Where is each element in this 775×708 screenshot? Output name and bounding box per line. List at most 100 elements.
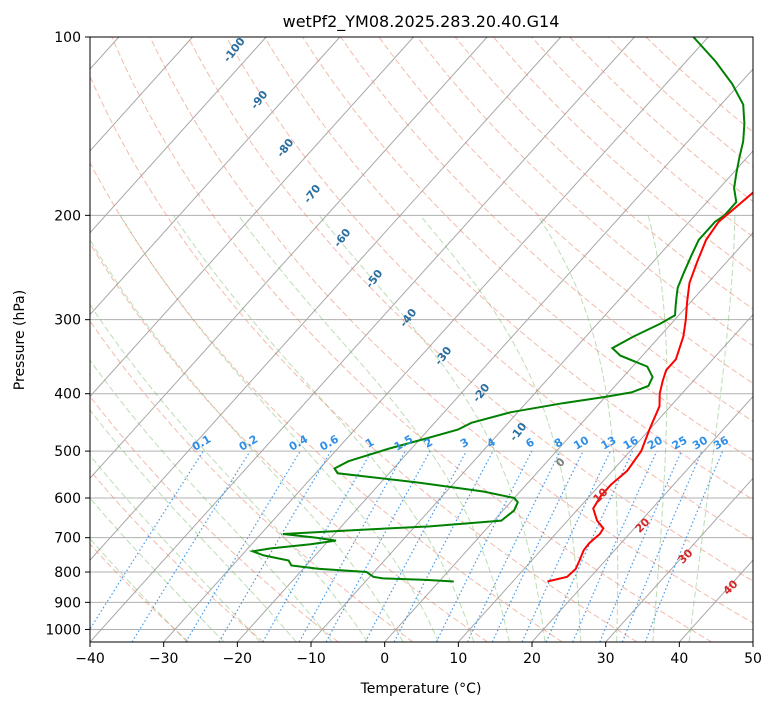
moist-adiabat-line <box>119 215 439 642</box>
moist-adiabat-label: 30 <box>676 546 696 566</box>
isotherm-line <box>384 231 753 642</box>
moist-adiabat-line <box>172 215 475 642</box>
moist-adiabat-line <box>688 215 736 642</box>
mixing-ratio-label: 20 <box>645 433 665 452</box>
y-axis-title: Pressure (hPa) <box>12 290 28 390</box>
mixing-ratio-label: 6 <box>523 435 536 450</box>
dry-adiabat-label: -20 <box>470 381 493 405</box>
mixing-ratio-line <box>131 450 251 642</box>
isotherm-line <box>678 559 753 642</box>
isotherm-line <box>90 37 562 561</box>
isotherm-line <box>90 37 635 642</box>
x-tick-label: −40 <box>75 651 105 667</box>
mixing-ratio-label: 10 <box>571 433 591 452</box>
dry-adiabat-line <box>90 469 264 642</box>
mixing-ratio-line <box>325 450 431 642</box>
mixing-ratio-label: 0.1 <box>190 433 213 454</box>
dry-adiabat-label: -80 <box>274 136 297 160</box>
dry-adiabat-line <box>90 161 563 642</box>
x-axis-ticks: −40 −30 −20 −10 0 10 20 30 40 50 <box>75 642 762 667</box>
x-tick-label: −10 <box>296 651 326 667</box>
dry-adiabat-line <box>90 75 638 642</box>
mixing-ratio-label: 2 <box>422 436 435 451</box>
y-tick-label: 700 <box>54 531 81 547</box>
mixing-ratio-line <box>545 450 634 642</box>
y-axis-ticks: 100 200 300 400 500 600 700 800 900 1000 <box>45 30 90 638</box>
mixing-ratio-line <box>90 450 204 631</box>
dewpoint-line <box>248 37 746 583</box>
moist-adiabat-label: 40 <box>721 577 741 597</box>
dry-adiabat-line <box>531 37 753 238</box>
isotherm-line <box>90 37 488 480</box>
dry-adiabat-line <box>645 37 753 133</box>
dry-adiabat-line <box>607 37 753 168</box>
mixing-ratio-label: 0.2 <box>237 433 260 454</box>
x-tick-label: 30 <box>597 651 615 667</box>
isotherm-line <box>531 395 753 642</box>
dry-adiabats <box>90 37 753 642</box>
dry-adiabat-line <box>149 37 753 624</box>
dry-adiabat-line <box>90 320 414 642</box>
dry-adiabat-line <box>90 543 190 642</box>
adiabat-labels: 0.1 0.2 0.4 0.6 1 1.5 2 3 4 6 8 10 13 16 20 25 30 36-100-… <box>190 35 741 598</box>
dry-adiabat-label: -60 <box>331 226 354 250</box>
y-tick-label: 500 <box>54 444 81 460</box>
dry-adiabat-label: -70 <box>301 182 324 206</box>
mixing-ratio-line <box>491 450 584 642</box>
x-tick-label: 40 <box>670 651 688 667</box>
isotherm-line <box>605 477 753 642</box>
moist-adiabat-label: 0 <box>553 455 568 470</box>
dry-adiabat-label: -40 <box>397 306 420 330</box>
dry-adiabat-line <box>90 395 339 642</box>
dry-adiabat-label: -100 <box>221 35 248 65</box>
isotherm-line <box>236 68 753 642</box>
plot-frame <box>89 36 754 643</box>
dry-adiabat-line <box>225 37 753 541</box>
dry-adiabat-line <box>493 37 753 274</box>
mixing-ratio-label: 0.4 <box>287 432 311 453</box>
y-tick-label: 100 <box>54 30 81 46</box>
moist-adiabat-line <box>90 238 404 642</box>
isotherm-line <box>163 37 709 642</box>
mixing-ratio-line <box>466 450 561 642</box>
moist-adiabat-line <box>647 215 668 642</box>
x-tick-label: 20 <box>523 651 541 667</box>
mixing-ratio-label: 30 <box>690 433 710 452</box>
isotherm-line <box>90 37 267 234</box>
moist-adiabat-line <box>237 215 510 642</box>
moist-adiabat-line <box>90 359 333 642</box>
moist-adiabat-line <box>90 497 225 642</box>
grid-layer <box>90 37 753 642</box>
mixing-ratio-line <box>262 450 373 642</box>
x-tick-label: 50 <box>744 651 762 667</box>
dry-adiabat-label: -90 <box>248 88 271 112</box>
dry-adiabat-line <box>416 37 753 347</box>
y-tick-label: 300 <box>54 313 81 329</box>
isotherm-line <box>752 641 753 642</box>
mixing-ratio-line <box>621 450 703 642</box>
mixing-ratio-label: 16 <box>621 433 641 452</box>
mixing-ratio-label: 4 <box>485 435 498 450</box>
dry-adiabat-line <box>340 37 753 423</box>
y-tick-label: 900 <box>54 595 81 611</box>
mixing-ratio-label: 25 <box>670 434 690 453</box>
moist-adiabat-line <box>90 409 297 642</box>
temperature-line <box>547 191 753 583</box>
isotherm-line <box>90 37 414 398</box>
mixing-ratio-label: 3 <box>458 436 471 451</box>
dry-adiabat-line <box>111 37 712 642</box>
dry-adiabat-line <box>302 37 753 461</box>
mixing-ratio-line <box>364 450 467 642</box>
moist-adiabat-line <box>90 538 188 642</box>
y-tick-label: 1000 <box>45 622 81 638</box>
mixing-ratio-line <box>644 450 724 642</box>
moist-adiabats <box>90 214 736 642</box>
x-tick-label: 10 <box>449 651 467 667</box>
isotherm-line <box>90 37 193 152</box>
y-tick-label: 800 <box>54 565 81 581</box>
plot-area: 0.1 0.2 0.4 0.6 1 1.5 2 3 4 6 8 10 13 16 20 25 30 36-100-… <box>90 35 753 642</box>
mixing-ratio-lines <box>90 450 724 642</box>
y-tick-label: 400 <box>54 387 81 403</box>
moist-adiabat-label: 20 <box>633 515 653 535</box>
x-tick-label: −30 <box>149 651 179 667</box>
